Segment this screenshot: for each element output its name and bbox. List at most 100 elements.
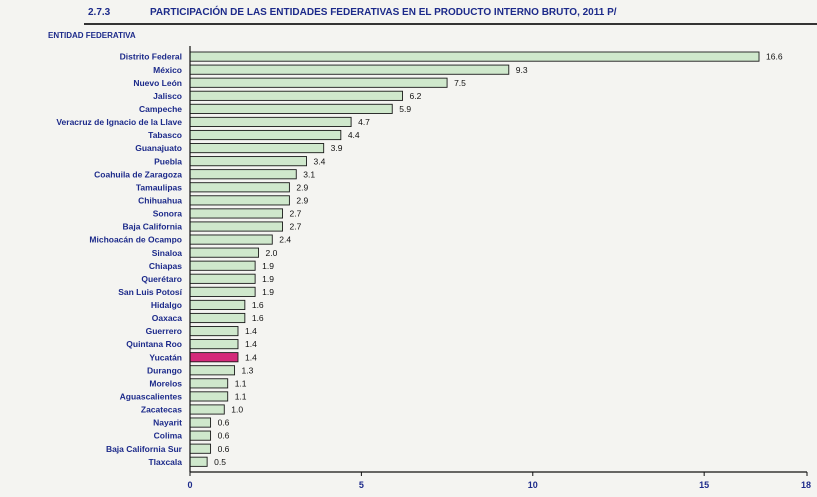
value-label: 2.7 xyxy=(290,209,302,219)
bar xyxy=(189,195,290,206)
bar xyxy=(189,221,284,232)
bar xyxy=(189,352,239,363)
value-label: 5.9 xyxy=(399,104,411,114)
category-label: Sinaloa xyxy=(152,248,183,258)
bar xyxy=(189,116,352,127)
value-label: 1.1 xyxy=(235,378,247,388)
category-label: Guerrero xyxy=(146,326,182,336)
value-label: 0.6 xyxy=(218,444,230,454)
x-tick-label: 5 xyxy=(359,480,364,490)
category-label: Durango xyxy=(147,365,182,375)
bar xyxy=(189,169,297,180)
value-label: 0.5 xyxy=(214,457,226,467)
bar xyxy=(189,77,448,88)
bar xyxy=(189,339,239,350)
value-label: 16.6 xyxy=(766,52,783,62)
bar xyxy=(189,443,212,454)
category-label: Quintana Roo xyxy=(126,339,182,349)
value-label: 4.7 xyxy=(358,117,370,127)
category-label: Coahuila de Zaragoza xyxy=(94,169,182,179)
category-label: Campeche xyxy=(139,104,182,114)
bar xyxy=(189,273,256,284)
category-label: Sonora xyxy=(153,209,183,219)
value-label: 3.1 xyxy=(303,169,315,179)
bar xyxy=(189,299,246,310)
category-label: Nayarit xyxy=(153,418,182,428)
category-label: Hidalgo xyxy=(151,300,182,310)
x-tick-label: 18 xyxy=(801,480,811,490)
category-label: Distrito Federal xyxy=(120,52,182,62)
category-label: San Luis Potosí xyxy=(118,287,182,297)
category-label: Puebla xyxy=(154,156,182,166)
bar xyxy=(189,378,229,389)
category-label: Aguascalientes xyxy=(120,392,183,402)
value-label: 4.4 xyxy=(348,130,360,140)
category-label: Chihuahua xyxy=(138,195,182,205)
value-label: 1.4 xyxy=(245,352,257,362)
bar xyxy=(189,456,208,467)
bar xyxy=(189,90,403,101)
value-label: 6.2 xyxy=(410,91,422,101)
value-label: 0.6 xyxy=(218,418,230,428)
category-label: Nuevo León xyxy=(133,78,182,88)
value-label: 2.9 xyxy=(296,195,308,205)
title-underline xyxy=(84,23,817,25)
category-label: Morelos xyxy=(149,378,182,388)
category-label: Colima xyxy=(154,431,183,441)
title-bar: 2.7.3 PARTICIPACIÓN DE LAS ENTIDADES FED… xyxy=(0,0,817,26)
category-label: Yucatán xyxy=(149,352,182,362)
value-label: 1.9 xyxy=(262,261,274,271)
value-label: 3.4 xyxy=(314,156,326,166)
category-label: Zacatecas xyxy=(141,405,182,415)
category-label: Jalisco xyxy=(153,91,182,101)
category-label: Tabasco xyxy=(148,130,182,140)
x-axis: 0 5 10 15 18 xyxy=(187,46,811,490)
value-label: 0.6 xyxy=(218,431,230,441)
value-label: 7.5 xyxy=(454,78,466,88)
value-label: 1.4 xyxy=(245,326,257,336)
bar xyxy=(189,64,510,75)
value-label: 2.7 xyxy=(290,222,302,232)
bar xyxy=(189,247,260,258)
category-label: Baja California xyxy=(122,222,182,232)
value-label: 2.4 xyxy=(279,235,291,245)
value-label: 2.0 xyxy=(266,248,278,258)
chart-title: PARTICIPACIÓN DE LAS ENTIDADES FEDERATIV… xyxy=(150,7,617,18)
x-tick-label: 15 xyxy=(699,480,709,490)
bar xyxy=(189,417,212,428)
category-label: Veracruz de Ignacio de la Llave xyxy=(56,117,182,127)
category-label: México xyxy=(153,65,182,75)
value-label: 1.3 xyxy=(242,365,254,375)
value-label: 9.3 xyxy=(516,65,528,75)
value-label: 1.1 xyxy=(235,392,247,402)
category-label: Michoacán de Ocampo xyxy=(89,235,182,245)
value-label: 3.9 xyxy=(331,143,343,153)
x-tick-label: 10 xyxy=(528,480,538,490)
column-header: ENTIDAD FEDERATIVA xyxy=(48,31,136,40)
section-number: 2.7.3 xyxy=(88,7,111,18)
value-label: 1.9 xyxy=(262,287,274,297)
bar xyxy=(189,156,307,167)
value-label: 2.9 xyxy=(296,182,308,192)
category-label: Tlaxcala xyxy=(148,457,182,467)
value-label: 1.0 xyxy=(231,405,243,415)
category-label: Oaxaca xyxy=(152,313,183,323)
category-label: Tamaulipas xyxy=(136,182,182,192)
bar xyxy=(189,312,246,324)
bar xyxy=(189,51,760,62)
bar xyxy=(189,286,256,297)
bar xyxy=(189,208,284,219)
category-label: Baja California Sur xyxy=(106,444,183,454)
value-label: 1.6 xyxy=(252,313,264,323)
bar xyxy=(189,260,256,271)
value-label: 1.9 xyxy=(262,274,274,284)
bar xyxy=(189,129,342,141)
bar xyxy=(189,143,325,154)
bar xyxy=(189,182,290,193)
bar xyxy=(189,103,393,114)
category-label: Guanajuato xyxy=(135,143,182,153)
bars-layer: Distrito Federal 16.6 México 9.3 Nuevo León 7… xyxy=(56,51,783,467)
bar xyxy=(189,404,225,415)
bar xyxy=(189,430,212,441)
